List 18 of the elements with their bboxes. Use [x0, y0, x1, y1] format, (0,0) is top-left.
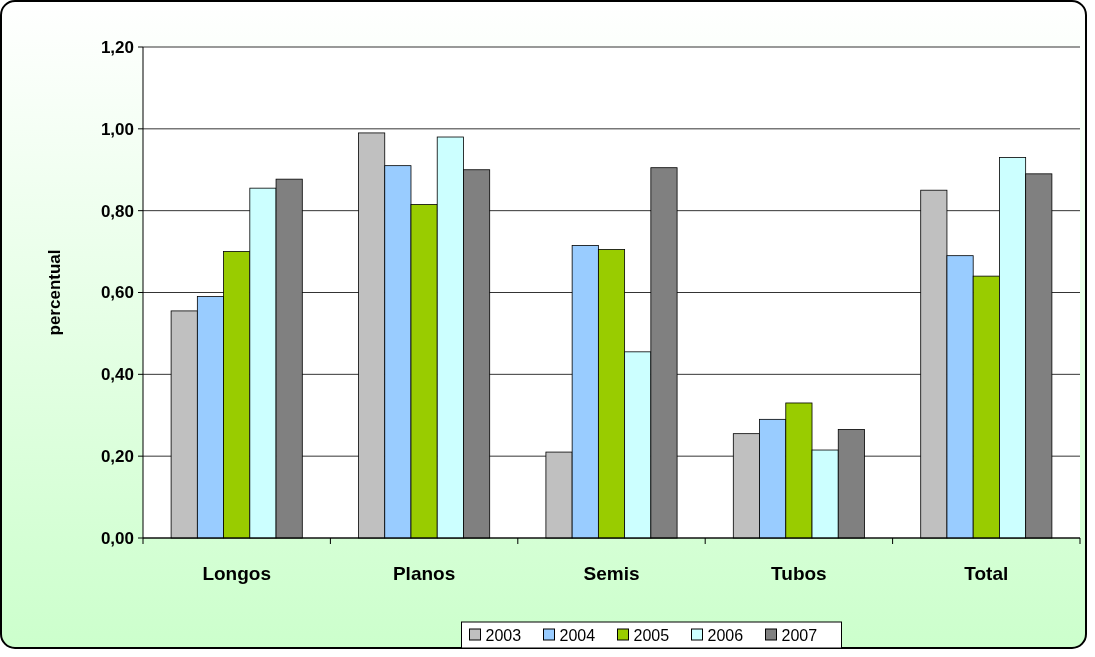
y-tick-label: 0,40: [100, 365, 134, 385]
legend-label: 2003: [485, 626, 522, 644]
legend-label: 2004: [559, 626, 596, 644]
y-tick-label: 0,80: [100, 201, 134, 221]
y-axis-title: percentual: [45, 249, 64, 336]
y-tick-label: 0,20: [100, 447, 134, 467]
y-tick-label: 0,60: [100, 283, 134, 303]
legend-label: 2005: [633, 626, 670, 644]
y-tick-label: 0,00: [100, 528, 134, 548]
legend-label: 2006: [707, 626, 744, 644]
x-tick-label: Total: [964, 563, 1009, 584]
y-tick-label: 1,20: [100, 37, 134, 57]
y-tick-label: 1,00: [100, 119, 134, 139]
legend-label: 2007: [781, 626, 818, 644]
x-tick-label: Longos: [202, 563, 271, 584]
x-tick-label: Semis: [583, 563, 640, 584]
x-tick-label: Tubos: [771, 563, 827, 584]
x-tick-label: Planos: [392, 563, 456, 584]
